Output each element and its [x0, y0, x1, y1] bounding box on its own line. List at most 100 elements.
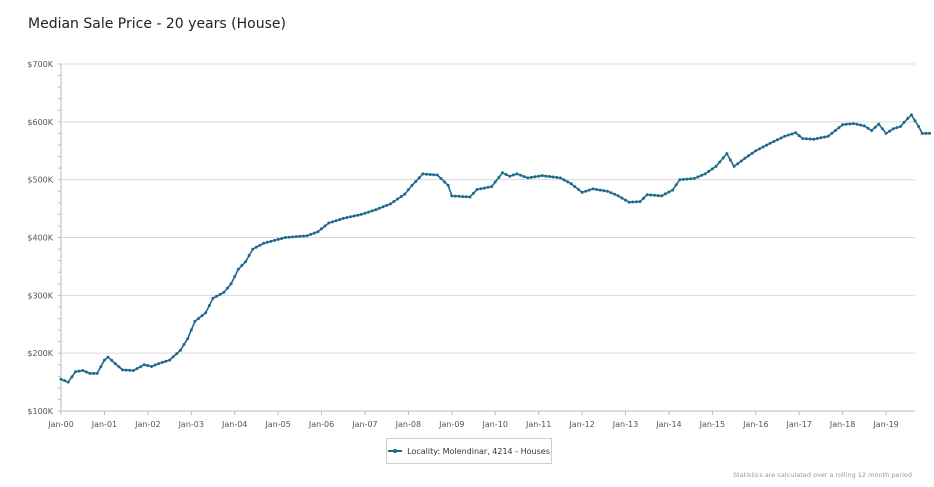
data-point[interactable] [226, 286, 229, 290]
data-point[interactable] [479, 187, 483, 191]
data-point[interactable] [645, 193, 649, 197]
data-point[interactable] [189, 328, 193, 332]
data-point[interactable] [472, 191, 475, 195]
data-point[interactable] [446, 183, 450, 187]
data-point[interactable] [486, 185, 490, 189]
data-point[interactable] [685, 177, 689, 181]
data-point[interactable] [671, 188, 675, 192]
data-point[interactable] [106, 355, 110, 359]
data-point[interactable] [725, 152, 729, 156]
data-point[interactable] [88, 371, 92, 375]
data-point[interactable] [124, 368, 128, 372]
data-point[interactable] [341, 216, 345, 220]
data-point[interactable] [899, 125, 902, 128]
data-point[interactable] [283, 236, 287, 239]
data-point[interactable] [902, 120, 906, 124]
data-point[interactable] [327, 221, 331, 225]
data-point[interactable] [305, 234, 309, 238]
data-point[interactable] [468, 195, 472, 199]
data-point[interactable] [301, 234, 305, 238]
data-point[interactable] [251, 247, 255, 251]
data-point[interactable] [826, 134, 830, 138]
data-point[interactable] [609, 191, 613, 195]
data-point[interactable] [421, 172, 425, 176]
data-point[interactable] [642, 196, 646, 200]
data-point[interactable] [497, 175, 501, 179]
data-point[interactable] [721, 156, 725, 160]
data-point[interactable] [660, 194, 664, 198]
data-point[interactable] [620, 196, 624, 200]
data-point[interactable] [142, 363, 146, 367]
data-point[interactable] [450, 194, 454, 198]
data-point[interactable] [330, 220, 334, 224]
data-point[interactable] [718, 160, 722, 164]
data-point[interactable] [287, 235, 291, 239]
data-point[interactable] [551, 175, 555, 179]
data-point[interactable] [139, 365, 143, 369]
data-point[interactable] [511, 173, 515, 177]
data-point[interactable] [197, 317, 200, 320]
data-point[interactable] [587, 188, 591, 192]
data-point[interactable] [186, 337, 190, 341]
data-point[interactable] [584, 189, 588, 193]
data-point[interactable] [153, 363, 157, 367]
data-point[interactable] [370, 209, 374, 213]
data-point[interactable] [171, 355, 175, 359]
data-point[interactable] [681, 177, 685, 181]
data-point[interactable] [334, 219, 338, 223]
data-point[interactable] [99, 365, 103, 369]
data-point[interactable] [294, 235, 298, 239]
data-point[interactable] [222, 290, 226, 294]
data-point[interactable] [797, 134, 801, 138]
data-point[interactable] [428, 173, 432, 176]
data-point[interactable] [598, 188, 602, 192]
data-point[interactable] [84, 370, 88, 374]
data-point[interactable] [830, 131, 834, 135]
data-point[interactable] [443, 180, 447, 184]
data-point[interactable] [102, 358, 106, 362]
data-point[interactable] [656, 194, 660, 198]
data-point[interactable] [819, 136, 823, 140]
data-point[interactable] [537, 174, 541, 178]
legend[interactable]: Locality: Molendinar, 4214 - Houses [386, 438, 552, 464]
data-point[interactable] [667, 190, 671, 194]
data-point[interactable] [804, 137, 808, 141]
data-point[interactable] [732, 164, 736, 168]
data-point[interactable] [168, 358, 172, 362]
data-point[interactable] [464, 195, 468, 199]
data-point[interactable] [414, 180, 418, 184]
data-point[interactable] [877, 122, 881, 126]
data-point[interactable] [207, 304, 211, 307]
data-point[interactable] [909, 113, 913, 117]
data-point[interactable] [504, 173, 508, 176]
data-point[interactable] [392, 200, 396, 203]
data-point[interactable] [761, 145, 765, 149]
data-point[interactable] [381, 205, 385, 209]
data-point[interactable] [77, 369, 81, 373]
data-point[interactable] [569, 182, 573, 186]
data-point[interactable] [794, 131, 798, 135]
data-point[interactable] [482, 186, 486, 190]
data-point[interactable] [663, 192, 667, 196]
data-point[interactable] [157, 362, 161, 366]
data-point[interactable] [396, 197, 399, 201]
data-point[interactable] [70, 375, 74, 379]
data-point[interactable] [66, 380, 70, 384]
data-point[interactable] [533, 175, 537, 179]
data-point[interactable] [913, 119, 917, 123]
data-point[interactable] [276, 237, 280, 241]
data-point[interactable] [577, 188, 580, 191]
data-point[interactable] [678, 178, 682, 182]
data-point[interactable] [265, 240, 269, 244]
data-point[interactable] [150, 365, 153, 368]
data-point[interactable] [215, 294, 219, 298]
data-point[interactable] [859, 123, 863, 127]
data-point[interactable] [312, 231, 316, 235]
data-point[interactable] [873, 125, 877, 129]
data-point[interactable] [356, 213, 360, 217]
data-point[interactable] [182, 343, 186, 346]
data-point[interactable] [692, 177, 696, 180]
data-point[interactable] [917, 125, 921, 128]
data-point[interactable] [131, 369, 135, 372]
data-point[interactable] [866, 126, 870, 130]
